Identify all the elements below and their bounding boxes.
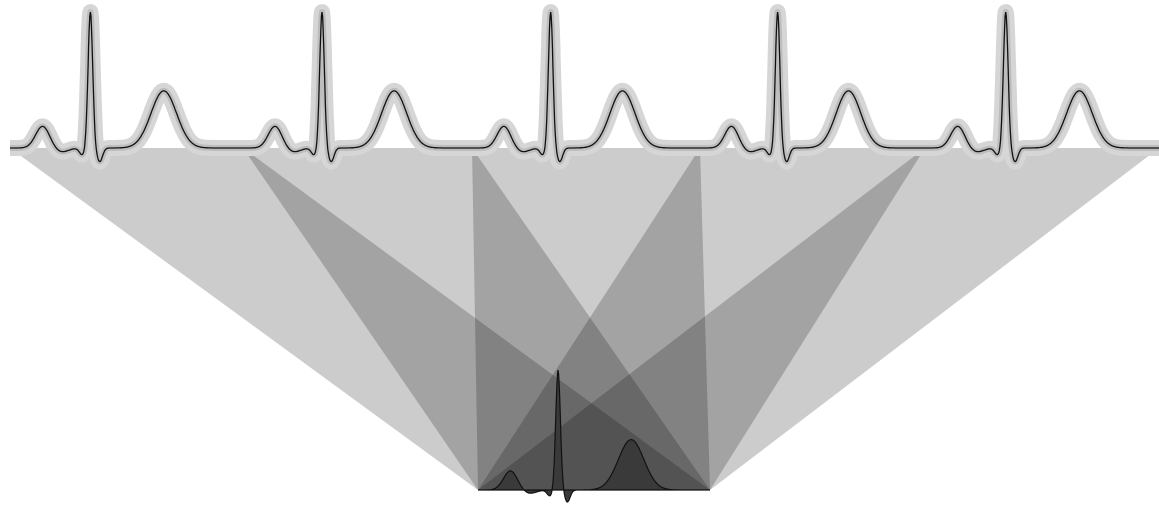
projection-wedges: [10, 148, 1159, 490]
signal-variance-band: [243, 12, 472, 162]
signal-variance-band: [700, 12, 925, 162]
signal-variance-band: [925, 12, 1159, 162]
signal-variance-band: [472, 12, 700, 162]
ecg-averaging-diagram: [0, 0, 1159, 510]
signal-variance-band: [10, 12, 243, 162]
ecg-signal: [10, 12, 1159, 162]
